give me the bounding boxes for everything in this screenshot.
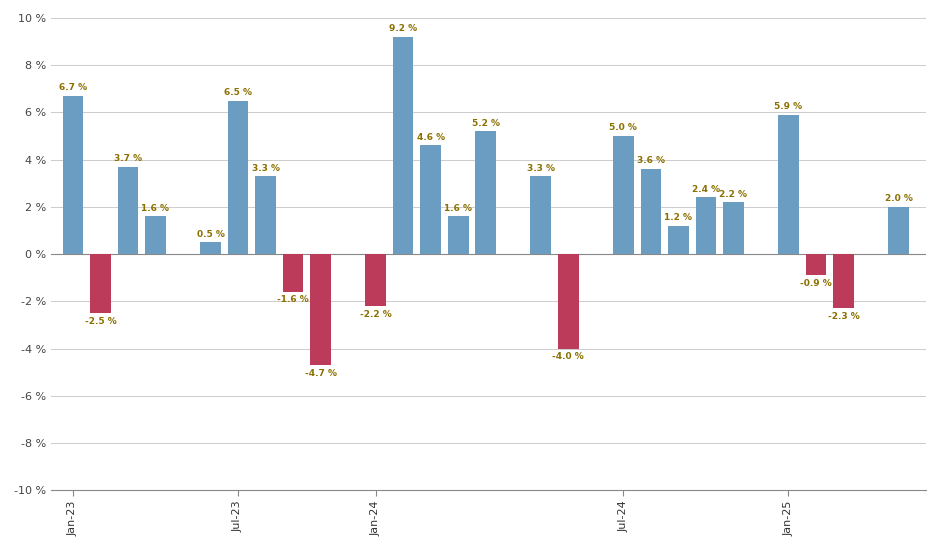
Bar — [778, 115, 799, 254]
Text: 5.9 %: 5.9 % — [775, 102, 803, 111]
Bar — [256, 176, 275, 254]
Text: -4.7 %: -4.7 % — [305, 368, 337, 378]
Text: -2.5 %: -2.5 % — [85, 317, 117, 326]
Text: 1.2 %: 1.2 % — [665, 213, 693, 222]
Text: 4.6 %: 4.6 % — [416, 133, 445, 142]
Bar — [888, 207, 909, 254]
Text: 3.3 %: 3.3 % — [252, 163, 279, 173]
Text: 2.4 %: 2.4 % — [692, 185, 720, 194]
Text: 3.3 %: 3.3 % — [526, 163, 555, 173]
Bar — [723, 202, 744, 254]
Text: 1.6 %: 1.6 % — [141, 204, 169, 213]
Bar — [227, 101, 248, 254]
Text: -2.3 %: -2.3 % — [827, 312, 859, 321]
Text: 2.2 %: 2.2 % — [719, 190, 747, 199]
Text: 2.0 %: 2.0 % — [885, 194, 913, 204]
Bar — [613, 136, 634, 254]
Text: 9.2 %: 9.2 % — [389, 24, 417, 33]
Bar — [558, 254, 579, 349]
Text: 5.2 %: 5.2 % — [472, 119, 500, 128]
Text: 6.7 %: 6.7 % — [59, 83, 87, 92]
Bar — [118, 167, 138, 254]
Bar — [833, 254, 854, 309]
Bar — [200, 242, 221, 254]
Text: -1.6 %: -1.6 % — [277, 295, 309, 304]
Bar — [145, 216, 165, 254]
Bar — [366, 254, 386, 306]
Bar — [530, 176, 551, 254]
Bar — [63, 96, 84, 254]
Bar — [806, 254, 826, 276]
Text: 5.0 %: 5.0 % — [609, 123, 637, 133]
Text: -4.0 %: -4.0 % — [553, 352, 584, 361]
Text: 1.6 %: 1.6 % — [445, 204, 472, 213]
Bar — [310, 254, 331, 365]
Text: 0.5 %: 0.5 % — [196, 230, 225, 239]
Bar — [696, 197, 716, 254]
Bar — [90, 254, 111, 313]
Text: 3.7 %: 3.7 % — [114, 154, 142, 163]
Bar — [476, 131, 496, 254]
Bar — [420, 145, 441, 254]
Text: -0.9 %: -0.9 % — [800, 279, 832, 288]
Text: -2.2 %: -2.2 % — [360, 310, 392, 318]
Bar — [640, 169, 661, 254]
Bar — [668, 226, 689, 254]
Text: 3.6 %: 3.6 % — [637, 157, 665, 166]
Bar — [447, 216, 468, 254]
Bar — [283, 254, 304, 292]
Bar — [393, 37, 414, 254]
Text: 6.5 %: 6.5 % — [224, 88, 252, 97]
